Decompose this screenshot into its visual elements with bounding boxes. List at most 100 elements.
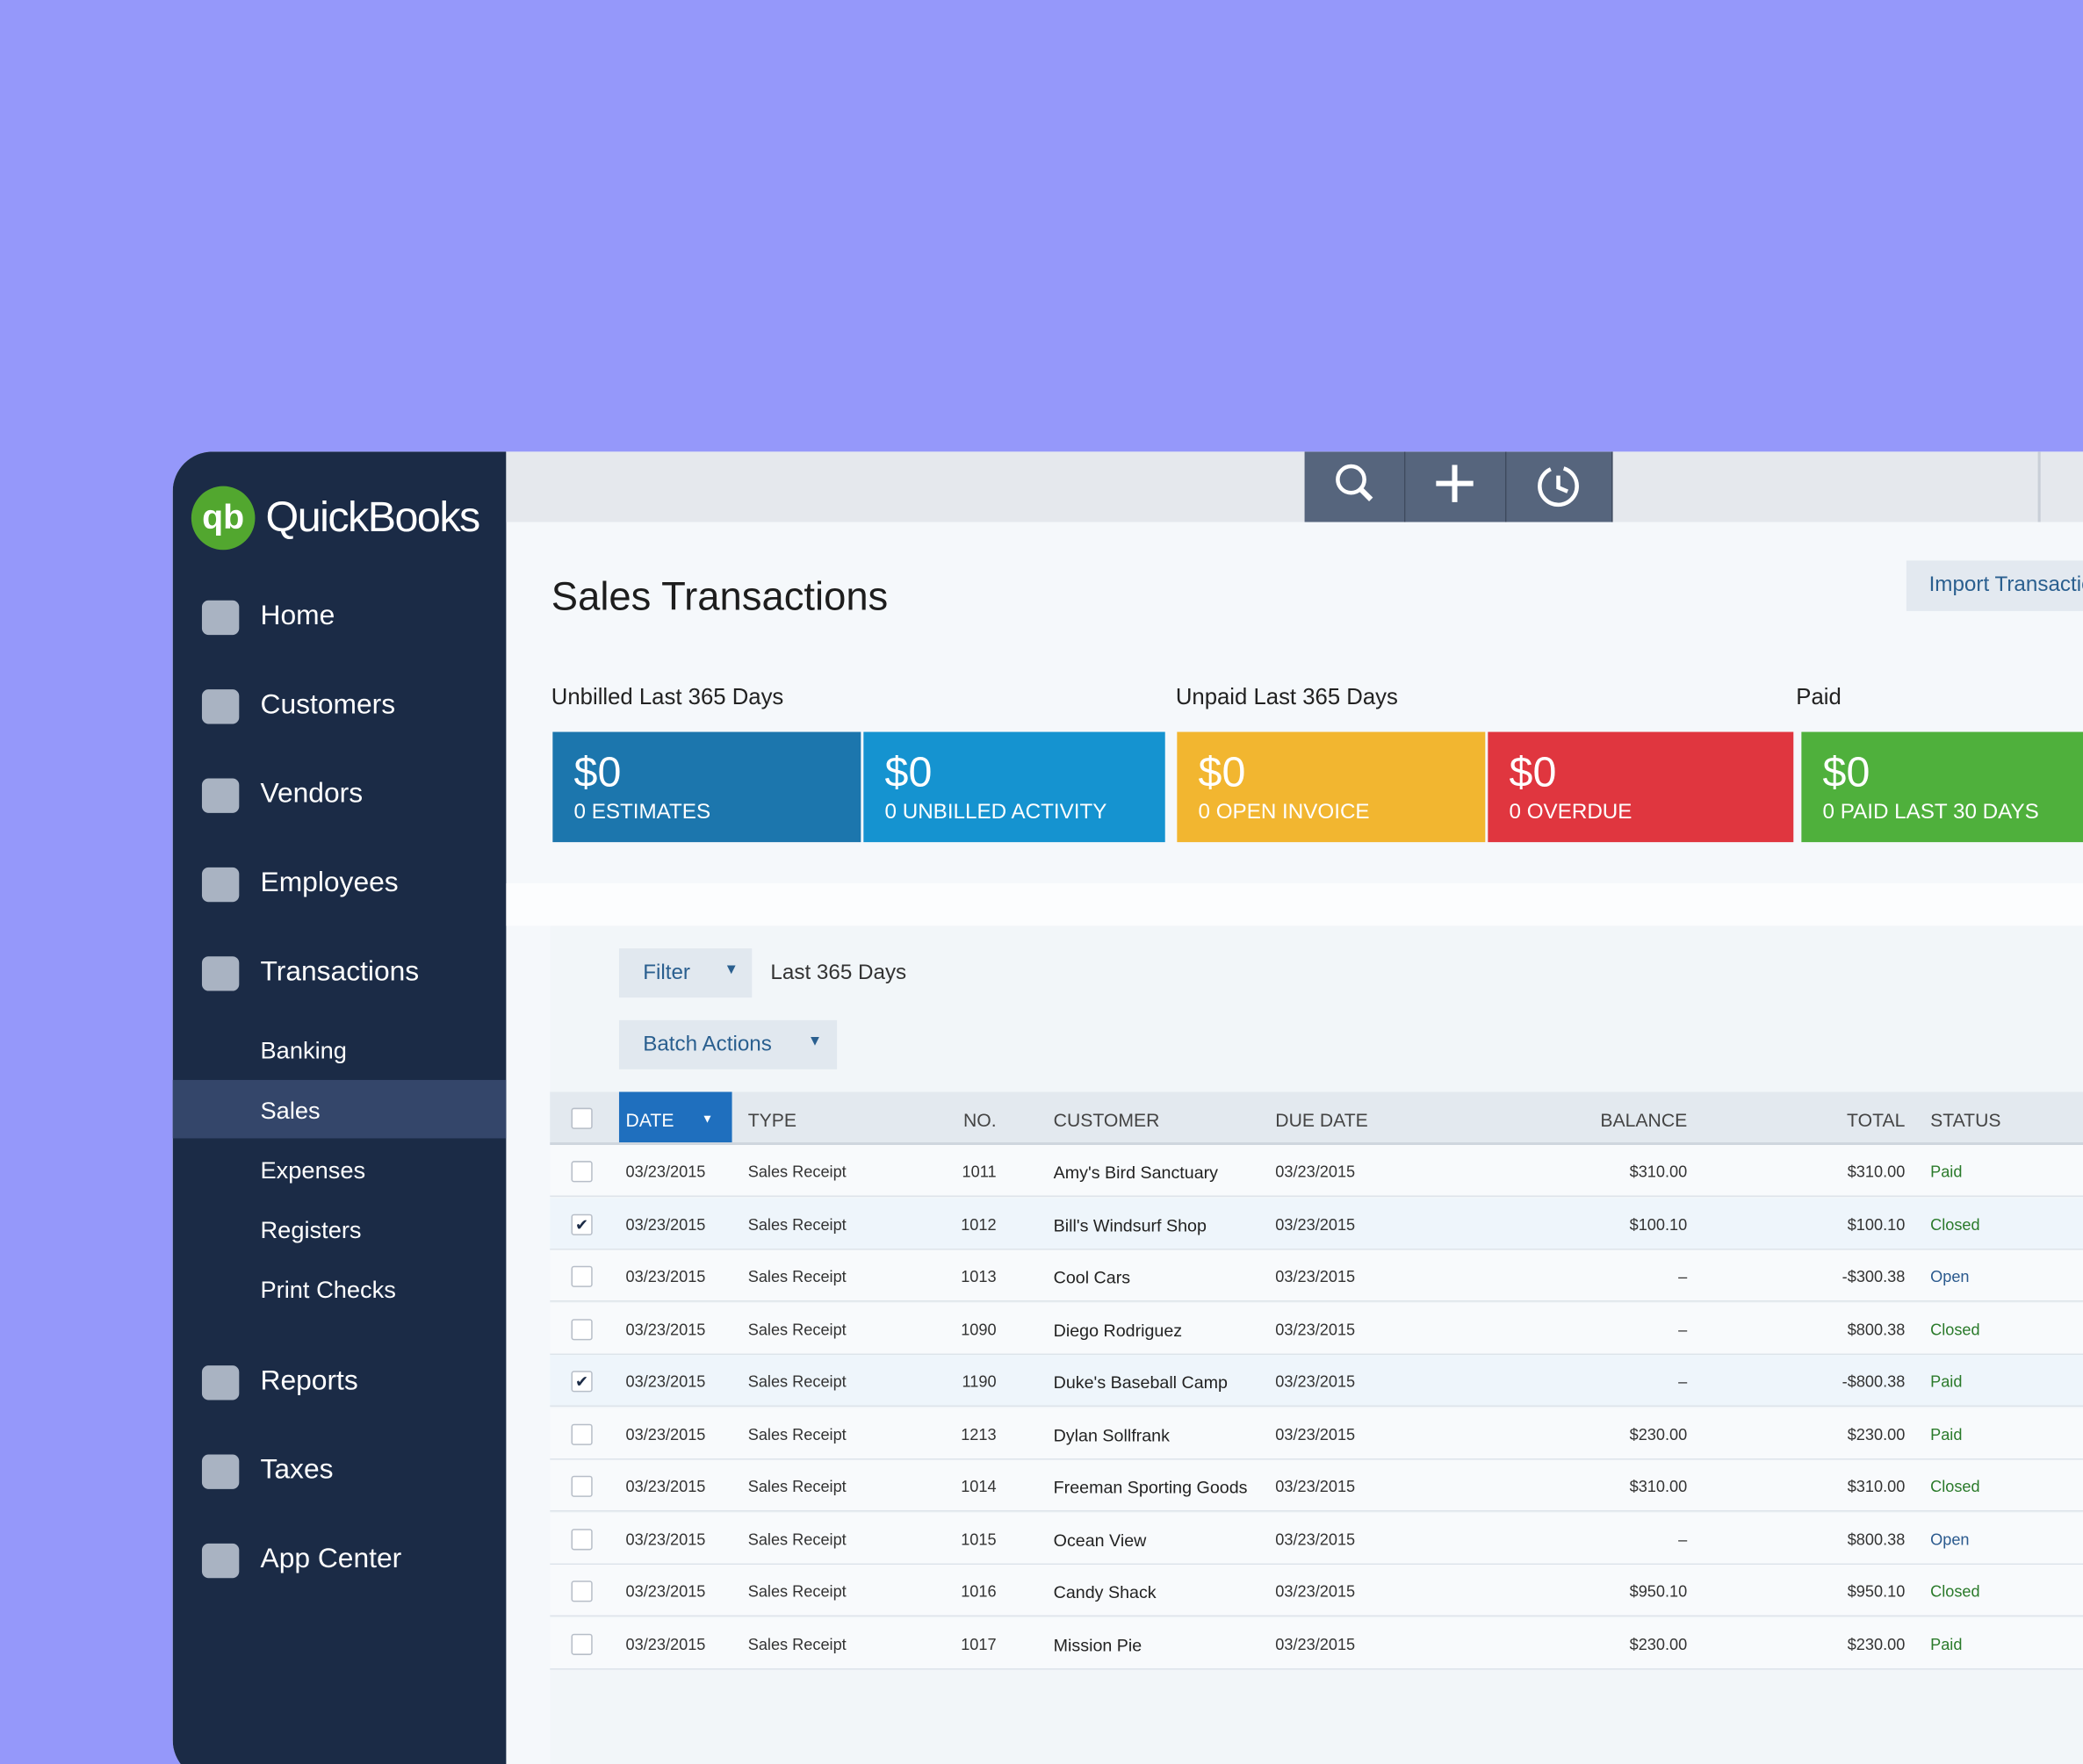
group-label: Paid bbox=[1796, 684, 1842, 709]
table-cell: 03/23/2015 bbox=[1275, 1581, 1356, 1601]
app-window: qb QuickBooks Home Customers Vendors Employ… bbox=[172, 451, 2083, 1764]
add-button[interactable] bbox=[1405, 451, 1507, 522]
table-row bbox=[550, 1249, 2083, 1302]
tile-amount: $0 bbox=[1822, 747, 1870, 796]
column-header[interactable]: STATUS bbox=[1930, 1109, 2001, 1131]
tile-amount: $0 bbox=[884, 747, 933, 796]
table-cell: $800.38 bbox=[1847, 1529, 1906, 1549]
row-checkbox[interactable] bbox=[571, 1265, 593, 1287]
table-cell: $230.00 bbox=[1629, 1634, 1688, 1653]
table-cell: Closed bbox=[1930, 1319, 1980, 1339]
tile-amount: $0 bbox=[1509, 747, 1557, 796]
summary-tile[interactable]: $0 0 PAID LAST 30 DAYS bbox=[1801, 731, 2083, 843]
table-cell: Mission Pie bbox=[1053, 1634, 1142, 1655]
table-cell: $310.00 bbox=[1847, 1162, 1906, 1181]
table-cell: Sales Receipt bbox=[747, 1372, 847, 1391]
date-header-bg bbox=[618, 1091, 732, 1143]
column-header[interactable]: TYPE bbox=[747, 1109, 797, 1131]
column-header[interactable]: TOTAL bbox=[1847, 1109, 1906, 1131]
summary-tile[interactable]: $0 0 ESTIMATES bbox=[552, 731, 861, 843]
search-icon bbox=[1336, 464, 1373, 501]
row-checkbox[interactable] bbox=[571, 1632, 593, 1655]
filter-label: Filter bbox=[643, 961, 690, 984]
summary-tile[interactable]: $0 0 OVERDUE bbox=[1488, 731, 1794, 843]
table-cell: – bbox=[1678, 1319, 1688, 1339]
nav-item[interactable]: Transactions bbox=[260, 956, 420, 988]
import-button[interactable]: Import Transactions bbox=[1906, 560, 2083, 611]
table-cell: 1017 bbox=[961, 1634, 997, 1653]
table-cell: Amy's Bird Sanctuary bbox=[1053, 1162, 1219, 1183]
table-cell: Sales Receipt bbox=[747, 1581, 847, 1601]
column-header[interactable]: BALANCE bbox=[1600, 1109, 1688, 1131]
column-header[interactable]: DATE bbox=[625, 1109, 674, 1131]
column-header[interactable]: DUE DATE bbox=[1275, 1109, 1368, 1131]
summary-tile[interactable]: $0 0 OPEN INVOICE bbox=[1177, 731, 1486, 843]
table-cell: -$300.38 bbox=[1842, 1267, 1906, 1286]
nav-item[interactable]: Home bbox=[260, 600, 335, 631]
row-checkbox[interactable] bbox=[571, 1161, 593, 1183]
table-cell: Paid bbox=[1930, 1372, 1963, 1391]
table-cell: Candy Shack bbox=[1053, 1581, 1157, 1602]
table-cell: 1013 bbox=[961, 1267, 997, 1286]
table-row bbox=[550, 1565, 2083, 1617]
table-cell: Sales Receipt bbox=[747, 1529, 847, 1549]
summary-tile[interactable]: $0 0 UNBILLED ACTIVITY bbox=[863, 731, 1165, 843]
subnav-item[interactable]: Print Checks bbox=[260, 1276, 396, 1304]
nav-item[interactable]: Vendors bbox=[260, 778, 364, 810]
row-checkbox[interactable] bbox=[571, 1475, 593, 1497]
table-cell: $310.00 bbox=[1847, 1477, 1906, 1496]
table-cell: 03/23/2015 bbox=[625, 1477, 706, 1496]
import-label: Import Transactions bbox=[1928, 573, 2083, 597]
header-checkbox[interactable] bbox=[571, 1107, 593, 1129]
tile-label: 0 PAID LAST 30 DAYS bbox=[1822, 801, 2039, 824]
table-cell: 03/23/2015 bbox=[625, 1372, 706, 1391]
table-cell: 1090 bbox=[961, 1319, 997, 1339]
table-cell: $230.00 bbox=[1847, 1634, 1906, 1653]
table-cell: 1015 bbox=[961, 1529, 997, 1549]
group-label: Unpaid Last 365 Days bbox=[1175, 684, 1398, 709]
subnav-item[interactable]: Banking bbox=[260, 1037, 347, 1064]
table-cell: Paid bbox=[1930, 1424, 1963, 1444]
row-checkbox[interactable] bbox=[571, 1318, 593, 1340]
nav-item[interactable]: Reports bbox=[260, 1365, 358, 1396]
row-checkbox[interactable]: ✔ bbox=[571, 1213, 593, 1235]
nav-item[interactable]: Customers bbox=[260, 689, 396, 720]
table-cell: 1014 bbox=[961, 1477, 997, 1496]
subnav-item[interactable]: Expenses bbox=[260, 1156, 366, 1184]
nav-item[interactable]: Employees bbox=[260, 867, 399, 898]
recent-button[interactable] bbox=[1506, 451, 1613, 522]
caret: ▼ bbox=[701, 1112, 714, 1126]
search-button[interactable] bbox=[1304, 451, 1406, 522]
top-bar bbox=[506, 451, 2083, 522]
subnav-item[interactable]: Sales bbox=[260, 1097, 321, 1124]
table-cell: 03/23/2015 bbox=[625, 1529, 706, 1549]
table-cell: 03/23/2015 bbox=[625, 1319, 706, 1339]
table-cell: $100.10 bbox=[1847, 1214, 1906, 1234]
table-cell: Sales Receipt bbox=[747, 1319, 847, 1339]
caret: ▼ bbox=[807, 1033, 823, 1050]
row-checkbox[interactable] bbox=[571, 1528, 593, 1550]
batch-label: Batch Actions bbox=[643, 1033, 772, 1056]
table-row bbox=[550, 1459, 2083, 1512]
column-header[interactable]: CUSTOMER bbox=[1053, 1109, 1160, 1131]
column-header[interactable]: NO. bbox=[962, 1109, 997, 1131]
table-row bbox=[550, 1407, 2083, 1459]
row-checkbox[interactable] bbox=[571, 1580, 593, 1602]
table-cell: Bill's Windsurf Shop bbox=[1053, 1214, 1207, 1235]
nav-icon bbox=[201, 778, 240, 813]
table-cell: 03/23/2015 bbox=[625, 1581, 706, 1601]
tile-label: 0 UNBILLED ACTIVITY bbox=[884, 801, 1107, 824]
table-cell: 03/23/2015 bbox=[1275, 1424, 1356, 1444]
nav-item[interactable]: App Center bbox=[260, 1543, 402, 1574]
table-cell: Closed bbox=[1930, 1581, 1980, 1601]
table-cell: Diego Rodriguez bbox=[1053, 1319, 1183, 1340]
batch-button[interactable]: Batch Actions ▼ bbox=[618, 1019, 838, 1069]
subnav-item[interactable]: Registers bbox=[260, 1216, 362, 1243]
nav-icon bbox=[201, 1543, 240, 1579]
filter-button[interactable]: Filter ▼ bbox=[618, 948, 753, 998]
nav-item[interactable]: Taxes bbox=[260, 1454, 334, 1486]
row-checkbox[interactable]: ✔ bbox=[571, 1371, 593, 1393]
sidebar: qb QuickBooks Home Customers Vendors Employ… bbox=[172, 451, 507, 1764]
row-checkbox[interactable] bbox=[571, 1422, 593, 1445]
